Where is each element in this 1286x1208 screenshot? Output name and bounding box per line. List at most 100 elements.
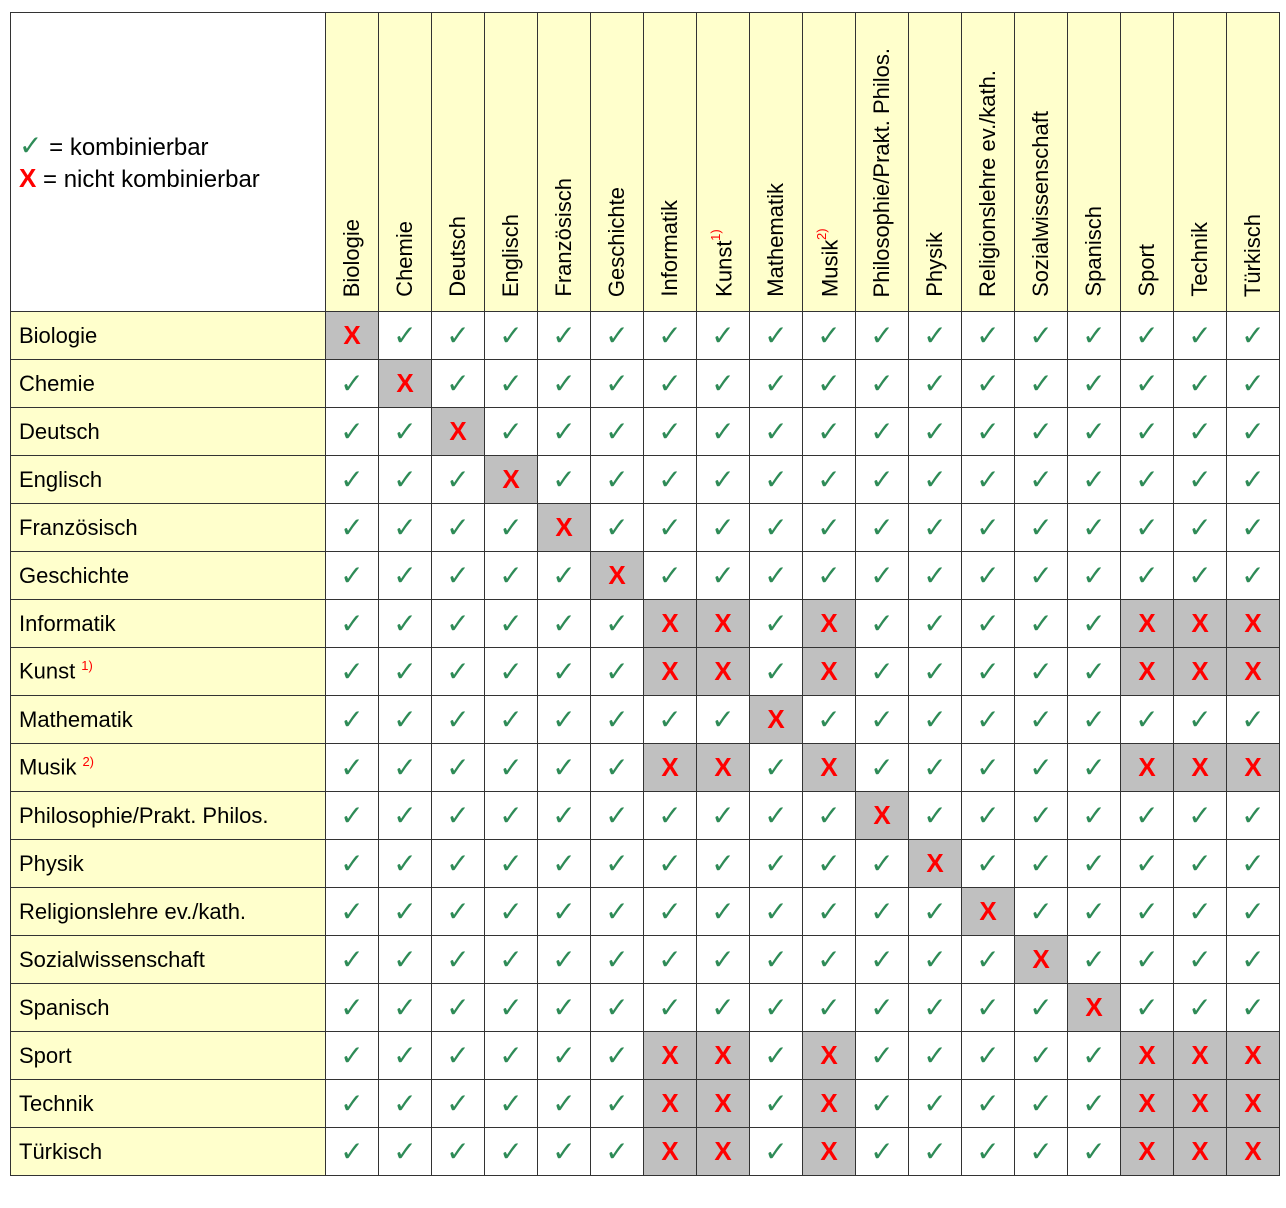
check-icon: ✓ <box>1188 463 1212 496</box>
column-header-text: Informatik <box>657 192 683 305</box>
not-combinable-cell: X <box>1226 1031 1280 1080</box>
column-header: Technik <box>1173 12 1227 312</box>
combinable-cell: ✓ <box>749 407 803 456</box>
combinable-cell: ✓ <box>431 311 485 360</box>
row-label: Geschichte <box>19 562 130 588</box>
combinable-cell: ✓ <box>590 887 644 936</box>
column-header-text: Technik <box>1187 214 1213 305</box>
combinable-cell: ✓ <box>431 599 485 648</box>
combinable-cell: ✓ <box>961 407 1015 456</box>
check-icon: ✓ <box>1029 319 1053 352</box>
cross-icon: X <box>1138 752 1156 782</box>
check-icon: ✓ <box>552 991 576 1024</box>
check-icon: ✓ <box>1241 559 1265 592</box>
combinable-cell: ✓ <box>1067 647 1121 696</box>
not-combinable-cell: X <box>696 647 750 696</box>
combinable-cell: ✓ <box>643 839 697 888</box>
combinable-cell: ✓ <box>1067 791 1121 840</box>
combinable-cell: ✓ <box>1067 599 1121 648</box>
combinable-cell: ✓ <box>378 839 432 888</box>
check-icon: ✓ <box>393 559 417 592</box>
check-icon: ✓ <box>923 895 947 928</box>
combinable-cell: ✓ <box>484 647 538 696</box>
check-icon: ✓ <box>1082 559 1106 592</box>
cross-icon: X <box>1138 1136 1156 1166</box>
combinable-cell: ✓ <box>855 839 909 888</box>
check-icon: ✓ <box>499 751 523 784</box>
combinable-cell: ✓ <box>325 695 379 744</box>
check-icon: ✓ <box>976 751 1000 784</box>
combinable-cell: ✓ <box>378 503 432 552</box>
combinable-cell: ✓ <box>1120 503 1174 552</box>
not-combinable-cell: X <box>643 743 697 792</box>
row-label: Musik <box>19 754 77 780</box>
combinable-cell: ✓ <box>590 983 644 1032</box>
combinable-cell: ✓ <box>484 551 538 600</box>
cross-icon: X <box>19 162 37 193</box>
check-icon: ✓ <box>446 655 470 688</box>
check-icon: ✓ <box>393 991 417 1024</box>
cross-icon: X <box>1191 752 1209 782</box>
table-row: Informatik ✓ ✓ ✓ ✓ ✓ ✓ X X ✓ X ✓ ✓ ✓ ✓ ✓ X X X <box>10 599 1280 648</box>
not-combinable-cell: X <box>1173 599 1227 648</box>
not-combinable-cell: X <box>643 1127 697 1176</box>
combinable-cell: ✓ <box>802 503 856 552</box>
combinable-cell: ✓ <box>484 1031 538 1080</box>
check-icon: ✓ <box>393 511 417 544</box>
row-label: Französisch <box>19 514 138 540</box>
combinable-cell: ✓ <box>855 743 909 792</box>
combinable-cell: ✓ <box>855 599 909 648</box>
combinable-cell: ✓ <box>802 983 856 1032</box>
combinable-cell: ✓ <box>1226 887 1280 936</box>
combinable-cell: ✓ <box>1014 1127 1068 1176</box>
check-icon: ✓ <box>552 559 576 592</box>
combinable-cell: ✓ <box>431 791 485 840</box>
column-header-text: Französisch <box>551 170 577 305</box>
row-header: Deutsch <box>10 407 326 456</box>
check-icon: ✓ <box>605 463 629 496</box>
check-icon: ✓ <box>711 943 735 976</box>
cross-icon: X <box>1138 608 1156 638</box>
check-icon: ✓ <box>976 415 1000 448</box>
check-icon: ✓ <box>1241 463 1265 496</box>
combinable-cell: ✓ <box>1014 599 1068 648</box>
combinable-cell: ✓ <box>1014 791 1068 840</box>
combinable-cell: ✓ <box>1173 983 1227 1032</box>
check-icon: ✓ <box>340 943 364 976</box>
cross-icon: X <box>555 512 573 542</box>
check-icon: ✓ <box>870 751 894 784</box>
combinable-cell: ✓ <box>1067 551 1121 600</box>
combinable-cell: ✓ <box>643 935 697 984</box>
combinable-cell: ✓ <box>802 695 856 744</box>
combinable-cell: ✓ <box>431 935 485 984</box>
combinable-cell: ✓ <box>802 407 856 456</box>
cross-icon: X <box>1244 752 1262 782</box>
combinable-cell: ✓ <box>855 695 909 744</box>
row-header: Mathematik <box>10 695 326 744</box>
combinable-cell: ✓ <box>961 1127 1015 1176</box>
row-header: Philosophie/Prakt. Philos. <box>10 791 326 840</box>
table-row: Religionslehre ev./kath. ✓ ✓ ✓ ✓ ✓ ✓ ✓ ✓ ✓ ✓ ✓ ✓ X ✓ ✓ ✓… <box>10 887 1280 936</box>
check-icon: ✓ <box>499 607 523 640</box>
not-combinable-cell: X <box>802 1127 856 1176</box>
combinable-cell: ✓ <box>749 599 803 648</box>
check-icon: ✓ <box>499 703 523 736</box>
combinable-cell: ✓ <box>484 935 538 984</box>
table-row: Chemie ✓ X ✓ ✓ ✓ ✓ ✓ ✓ ✓ ✓ ✓ ✓ ✓ ✓ ✓ ✓ ✓ ✓ <box>10 359 1280 408</box>
row-header: Kunst 1) <box>10 647 326 696</box>
row-header: Informatik <box>10 599 326 648</box>
check-icon: ✓ <box>552 703 576 736</box>
check-icon: ✓ <box>764 847 788 880</box>
check-icon: ✓ <box>340 367 364 400</box>
combinable-cell: ✓ <box>537 791 591 840</box>
row-header: Musik 2) <box>10 743 326 792</box>
check-icon: ✓ <box>923 991 947 1024</box>
table-row: Englisch ✓ ✓ ✓ X ✓ ✓ ✓ ✓ ✓ ✓ ✓ ✓ ✓ ✓ ✓ ✓ ✓ ✓ <box>10 455 1280 504</box>
table-row: Türkisch ✓ ✓ ✓ ✓ ✓ ✓ X X ✓ X ✓ ✓ ✓ ✓ ✓ X X X <box>10 1127 1280 1176</box>
check-icon: ✓ <box>446 559 470 592</box>
cross-icon: X <box>661 656 679 686</box>
check-icon: ✓ <box>923 559 947 592</box>
check-icon: ✓ <box>976 655 1000 688</box>
table-row: Spanisch ✓ ✓ ✓ ✓ ✓ ✓ ✓ ✓ ✓ ✓ ✓ ✓ ✓ ✓ X ✓ ✓ ✓ <box>10 983 1280 1032</box>
check-icon: ✓ <box>923 415 947 448</box>
